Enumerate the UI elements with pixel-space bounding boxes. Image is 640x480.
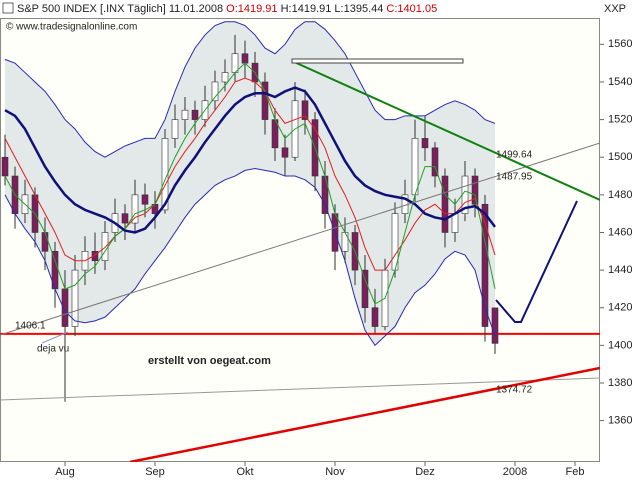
corner-label: XXP xyxy=(604,3,626,15)
candle-body xyxy=(141,194,149,205)
pointer xyxy=(41,331,69,344)
candle-body xyxy=(211,81,219,102)
x-tick-label: Okt xyxy=(236,466,253,478)
drawings xyxy=(0,58,600,462)
forecast-path xyxy=(495,200,578,323)
level-label: 1374.72 xyxy=(496,385,533,396)
candle-body xyxy=(171,119,179,139)
candle-body xyxy=(101,232,109,261)
open: O:1419.91 xyxy=(226,3,277,15)
y-tick-label: 1440 xyxy=(608,264,632,276)
indicator-line xyxy=(4,167,496,347)
candle-body xyxy=(1,156,9,177)
y-tick-label: 1400 xyxy=(608,339,632,351)
low: L:1395.44 xyxy=(334,3,383,15)
candle-body xyxy=(361,269,369,309)
candle-body xyxy=(281,147,289,158)
candle-body xyxy=(121,213,129,224)
trend-line xyxy=(0,377,600,401)
candle-body xyxy=(71,269,79,327)
candle-body xyxy=(231,53,239,73)
header: S&P 500 INDEX [.INX Täglich] 11.01.2008 … xyxy=(17,3,437,15)
candle-body xyxy=(41,232,49,252)
watermark: © www.tradesignalonline.com xyxy=(6,22,137,33)
y-tick-label: 1500 xyxy=(608,151,632,163)
range-box xyxy=(291,58,464,64)
high: H:1419.91 xyxy=(281,3,332,15)
y-tick-label: 1360 xyxy=(608,415,632,427)
menu-icon[interactable] xyxy=(2,2,14,14)
indicator-line xyxy=(4,86,496,234)
symbol: S&P 500 INDEX [.INX Täglich] xyxy=(17,3,166,15)
deja-vu: deja vu xyxy=(37,344,69,355)
candle-body xyxy=(471,175,479,205)
plot-layer xyxy=(0,21,600,402)
credit: erstellt von oegeat.com xyxy=(148,355,271,367)
candle-body xyxy=(221,72,229,83)
candle-body xyxy=(341,232,349,252)
trend-line xyxy=(0,142,600,336)
close: C:1401.05 xyxy=(386,3,437,15)
level-label: 1499.64 xyxy=(496,150,533,161)
y-tick-label: 1380 xyxy=(608,377,632,389)
candle-body xyxy=(481,203,489,327)
x-tick-label: Aug xyxy=(55,466,75,478)
candle-body xyxy=(321,175,329,214)
candle-body xyxy=(451,213,459,233)
y-tick-label: 1520 xyxy=(608,113,632,125)
indicator-line xyxy=(4,77,496,271)
candle-body xyxy=(191,109,199,120)
candle-body xyxy=(91,250,99,261)
y-tick-label: 1560 xyxy=(608,38,632,50)
candle-body xyxy=(411,138,419,196)
support-line xyxy=(129,366,600,462)
x-tick-label: Feb xyxy=(566,466,585,478)
y-tick-label: 1460 xyxy=(608,226,632,238)
candle-body xyxy=(441,175,449,233)
y-tick-label: 1480 xyxy=(608,189,632,201)
x-tick-label: Nov xyxy=(325,466,345,478)
resistance-line xyxy=(291,60,600,201)
x-tick-label: Dez xyxy=(415,466,435,478)
level-label: 1406.1 xyxy=(15,321,46,332)
x-tick-label: Sep xyxy=(145,466,165,478)
candle-body xyxy=(431,147,439,177)
y-tick-label: 1420 xyxy=(608,302,632,314)
candle-body xyxy=(181,109,189,120)
candle-body xyxy=(241,53,249,64)
y-tick-label: 1540 xyxy=(608,76,632,88)
indicator-line xyxy=(4,62,496,305)
x-tick-label: 2008 xyxy=(503,466,527,478)
candle-body xyxy=(371,307,379,327)
level-label: 1487.95 xyxy=(496,172,533,183)
date: 11.01.2008 xyxy=(169,3,223,15)
candle-body xyxy=(131,194,139,224)
candle-body xyxy=(491,307,499,344)
candle-body xyxy=(301,100,309,120)
candle-body xyxy=(421,138,429,149)
